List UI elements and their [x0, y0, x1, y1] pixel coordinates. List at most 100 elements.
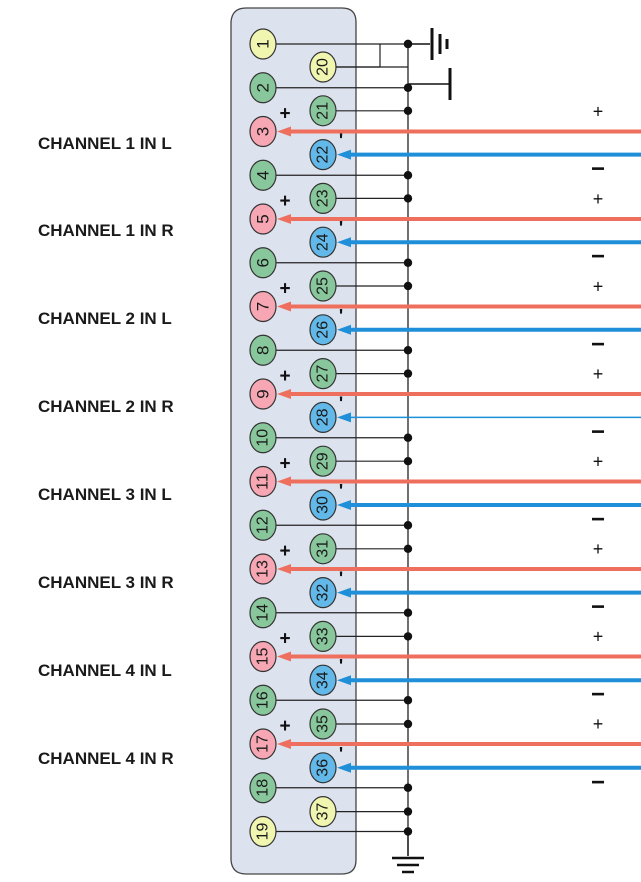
plus-label-3: +	[593, 102, 604, 122]
hot-plus-15: +	[279, 629, 290, 650]
channel-label-5: CHANNEL 3 IN L	[38, 485, 172, 504]
pin-26	[309, 314, 337, 346]
junction-dot-4	[403, 171, 413, 180]
pin-number-8: 8	[254, 346, 273, 355]
pin-13	[249, 553, 277, 585]
pin-33	[309, 620, 337, 653]
hot-plus-5: +	[279, 191, 290, 212]
hot-plus-7: +	[279, 279, 290, 300]
pin-2	[249, 72, 277, 104]
junction-dot-31	[403, 544, 413, 553]
pin-number-6: 6	[254, 258, 273, 267]
pin-number-9: 9	[254, 389, 273, 398]
cold-tick-32: '	[339, 569, 343, 589]
pin-19	[249, 815, 277, 848]
pin-25	[309, 270, 337, 302]
junction-dot-19	[403, 827, 413, 836]
pin-number-1: 1	[254, 39, 273, 48]
junction-dot-21	[403, 106, 413, 116]
pin-16	[249, 684, 277, 716]
pin-34	[309, 664, 337, 696]
minus-label-36: −	[591, 769, 605, 796]
junction-dot-14	[403, 608, 413, 617]
pin-number-27: 27	[315, 365, 332, 383]
cold-tick-24: '	[339, 218, 343, 238]
hot-arrow-5	[277, 214, 291, 224]
junction-dot-23	[403, 194, 413, 203]
pin-5	[249, 203, 277, 235]
pin-24	[309, 226, 337, 258]
pin-6	[249, 247, 277, 279]
pin-23	[309, 182, 337, 214]
pin-10	[249, 422, 277, 454]
pin-number-16: 16	[255, 691, 272, 709]
plus-label-7: +	[593, 277, 604, 297]
junction-dot-6	[403, 258, 413, 267]
junction-dot-27	[403, 369, 413, 378]
pin-29	[309, 445, 337, 477]
pin-number-25: 25	[315, 277, 332, 295]
pin-21	[309, 95, 337, 127]
cold-arrow-24	[337, 237, 351, 248]
cold-arrow-34	[337, 675, 351, 686]
junction-dot-16	[403, 696, 413, 705]
pin-number-34: 34	[315, 671, 332, 689]
channel-label-3: CHANNEL 2 IN L	[38, 309, 172, 328]
pin-number-2: 2	[254, 83, 273, 92]
pin-36	[309, 752, 337, 784]
plus-label-13: +	[593, 539, 604, 559]
pin-number-37: 37	[315, 803, 332, 821]
pin-18	[249, 772, 277, 804]
plus-label-5: +	[593, 189, 604, 209]
pin-number-13: 13	[255, 560, 272, 578]
minus-label-30: −	[591, 506, 605, 533]
pin-4	[249, 159, 277, 191]
cold-arrow-28	[337, 412, 351, 423]
cold-arrow-30	[337, 500, 351, 510]
pin-number-18: 18	[255, 779, 272, 797]
hot-plus-17: +	[279, 716, 290, 737]
pin-number-14: 14	[255, 604, 272, 622]
pin-28	[309, 401, 337, 433]
hot-plus-13: +	[279, 541, 290, 562]
minus-label-34: −	[591, 681, 605, 708]
junction-dot-29	[403, 457, 413, 466]
pin-number-22: 22	[315, 146, 332, 164]
hot-arrow-17	[277, 739, 291, 749]
channel-label-2: CHANNEL 1 IN R	[38, 221, 174, 240]
hot-arrow-7	[277, 301, 291, 312]
pin-number-15: 15	[255, 648, 272, 666]
cold-arrow-32	[337, 587, 351, 598]
pin-number-26: 26	[315, 321, 332, 339]
pin-number-31: 31	[315, 540, 332, 558]
pin-9	[249, 378, 277, 410]
minus-label-26: −	[591, 331, 605, 358]
minus-label-24: −	[591, 243, 605, 270]
pin-32	[309, 576, 337, 609]
hot-plus-11: +	[279, 454, 290, 475]
hot-arrow-13	[277, 564, 291, 574]
channel-label-4: CHANNEL 2 IN R	[38, 397, 174, 416]
pin-number-35: 35	[315, 715, 332, 733]
pin-number-30: 30	[315, 496, 332, 514]
junction-dot-33	[403, 632, 413, 641]
junction-dot-10	[403, 433, 413, 442]
pin-number-5: 5	[254, 214, 273, 223]
pin-number-11: 11	[255, 473, 272, 490]
hot-arrow-11	[277, 476, 291, 487]
junction-dot-35	[403, 719, 413, 729]
junction-dot-18	[403, 783, 413, 792]
hot-plus-9: +	[279, 366, 290, 387]
pin-37	[309, 795, 337, 828]
channel-label-7: CHANNEL 4 IN L	[38, 661, 172, 680]
channel-label-8: CHANNEL 4 IN R	[38, 749, 174, 768]
pin-22	[309, 139, 337, 171]
pin-8	[249, 334, 277, 366]
plus-label-17: +	[593, 714, 604, 734]
junction-dot-37	[403, 807, 413, 816]
pin-number-7: 7	[254, 302, 273, 311]
pin-number-23: 23	[315, 189, 332, 207]
pin-15	[249, 640, 277, 673]
cold-tick-22: '	[339, 131, 343, 151]
